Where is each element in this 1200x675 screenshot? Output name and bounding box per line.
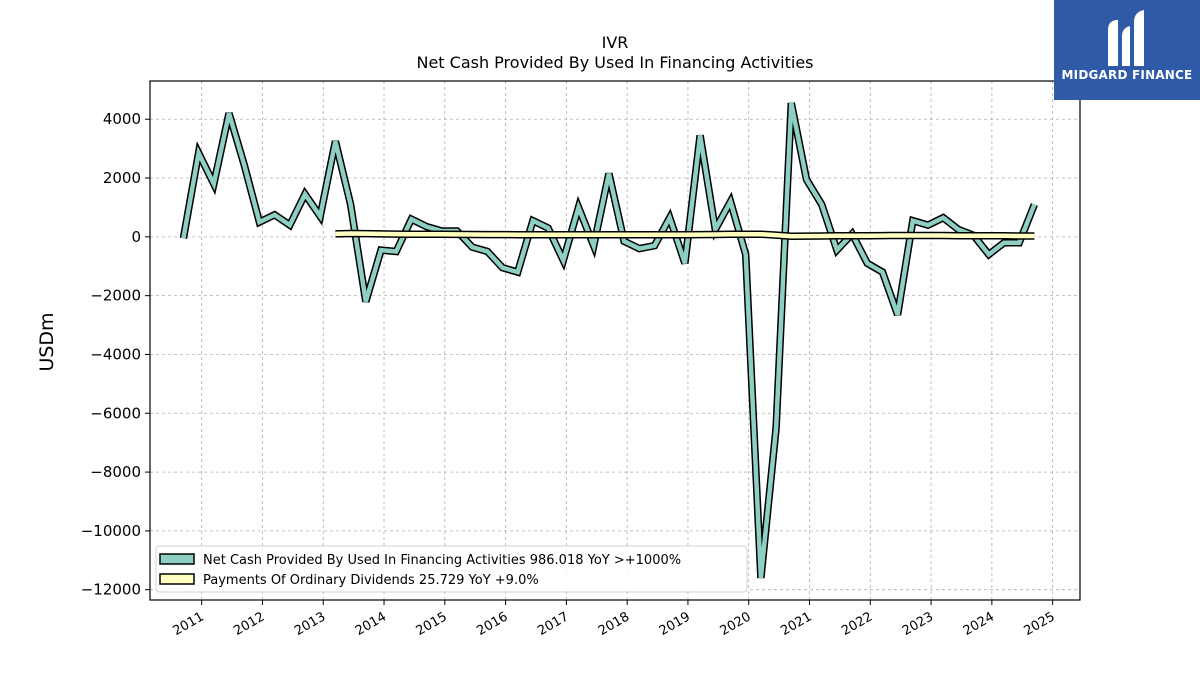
y-tick-label: −2000 [90,287,141,305]
x-tick-label: 2025 [1021,609,1057,639]
series-1 [179,102,1038,579]
legend-label: Payments Of Ordinary Dividends 25.729 Yo… [203,573,539,588]
x-tick-label: 2020 [718,609,754,639]
legend-swatch [159,573,195,585]
chart-subtitle: Net Cash Provided By Used In Financing A… [416,53,813,72]
legend-swatch [159,553,195,565]
y-tick-label: 0 [131,228,141,246]
x-tick-label: 2022 [839,609,875,639]
legend: Net Cash Provided By Used In Financing A… [155,545,748,593]
y-tick-label: −6000 [90,404,141,422]
x-tick-label: 2012 [231,609,267,639]
x-tick-label: 2024 [961,609,997,639]
chart-title: IVR [602,33,629,52]
y-tick-label: 2000 [103,169,141,187]
y-tick-label: −8000 [90,463,141,481]
series-lines [179,102,1038,579]
logo-text: MIDGARD FINANCE [1061,68,1193,82]
x-tick-label: 2021 [778,609,814,639]
series-line [181,102,1037,579]
x-tick-label: 2018 [596,609,632,639]
x-tick-label: 2011 [171,609,207,639]
x-tick-label: 2016 [474,609,510,639]
x-tick-label: 2019 [657,609,693,639]
midgard-finance-logo: MIDGARD FINANCE [1054,0,1200,100]
y-tick-label: 4000 [103,110,141,128]
legend-box [155,545,748,593]
series-2 [335,229,1035,241]
x-tick-label: 2017 [535,609,571,639]
plot-frame [149,80,1081,601]
x-tick-label: 2014 [353,609,389,639]
y-tick-label: −10000 [81,522,141,540]
y-tick-label: −12000 [81,581,141,599]
series-line [335,231,1035,239]
logo-mark-icon [1108,10,1144,66]
x-tick-label: 2013 [292,609,328,639]
x-tick-label: 2023 [900,609,936,639]
y-tick-label: −4000 [90,345,141,363]
legend-label: Net Cash Provided By Used In Financing A… [203,553,681,568]
x-tick-label: 2015 [414,609,450,639]
grid [150,81,1080,600]
y-axis-label: USDm [36,312,58,371]
